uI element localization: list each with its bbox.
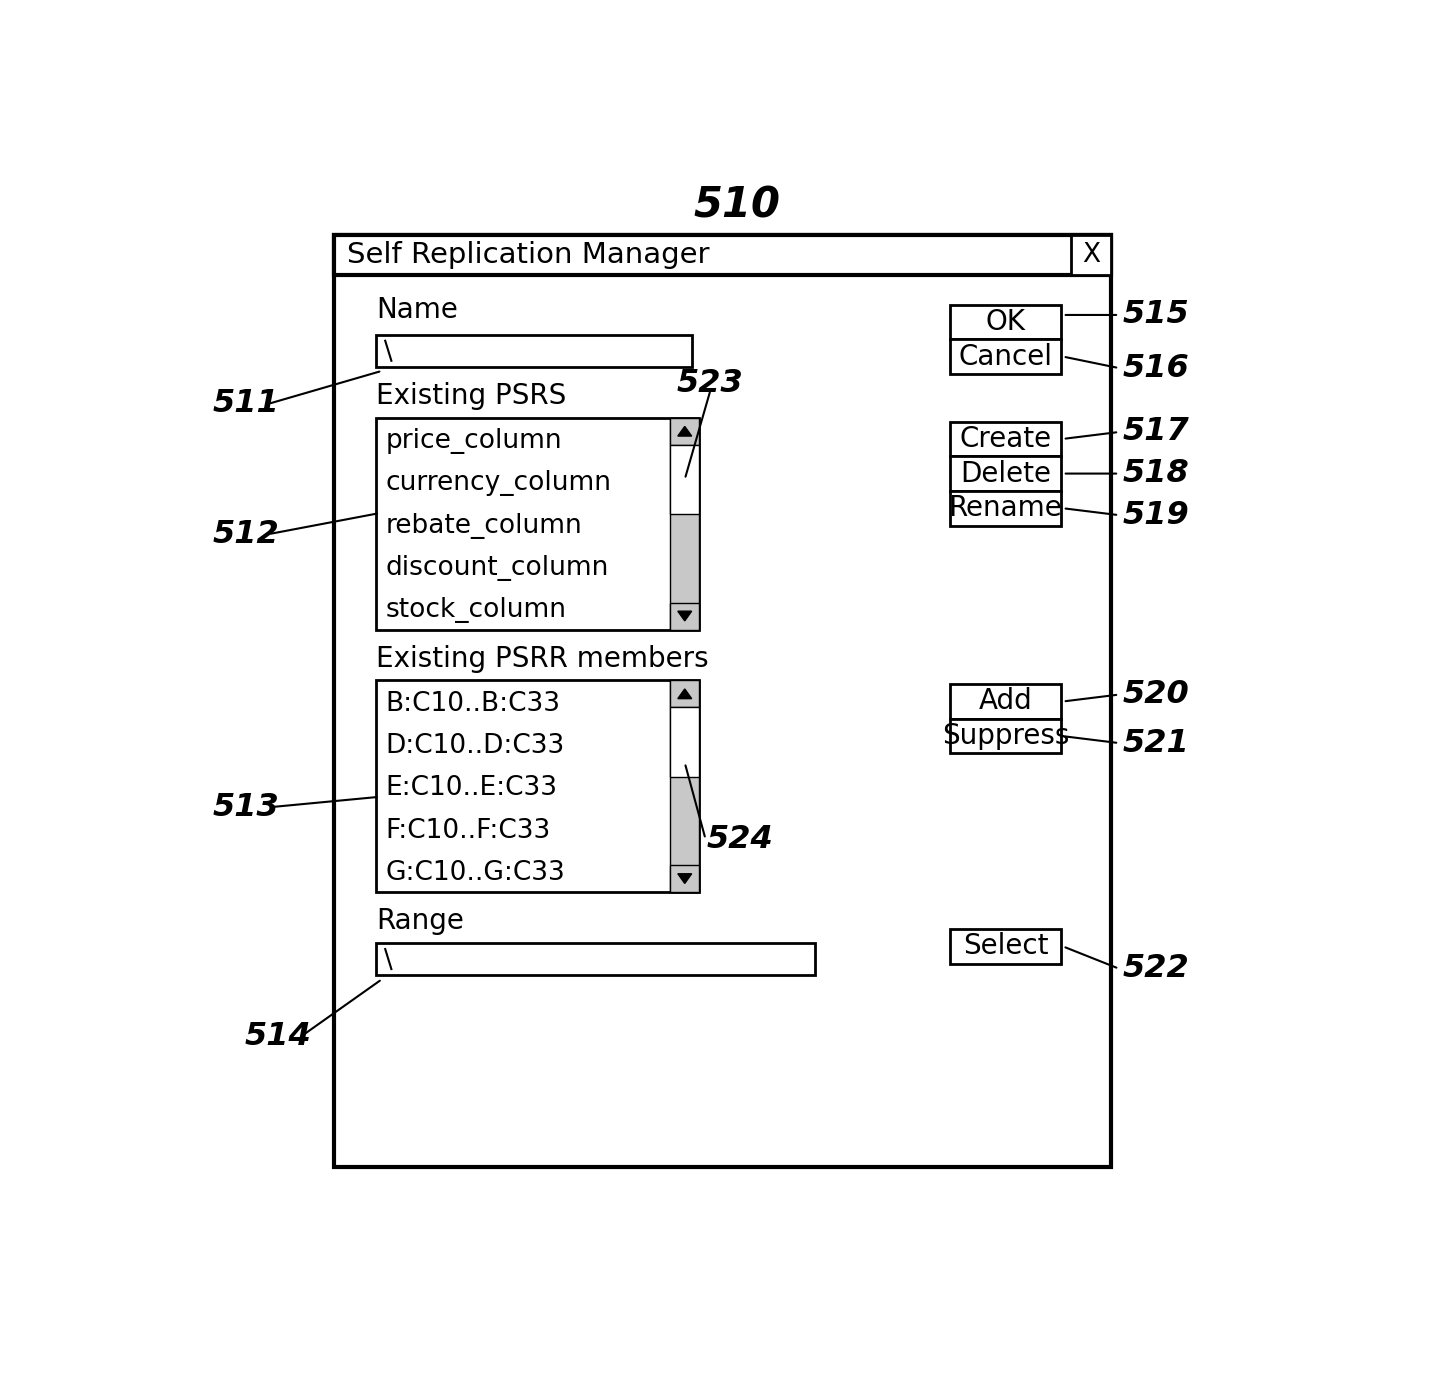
Bar xyxy=(671,418,699,629)
Text: 511: 511 xyxy=(213,389,279,419)
Text: Existing PSRS: Existing PSRS xyxy=(376,382,566,411)
Text: Self Replication Manager: Self Replication Manager xyxy=(347,241,709,270)
Text: Delete: Delete xyxy=(960,459,1050,488)
Text: Rename: Rename xyxy=(948,494,1062,523)
Text: rebate_column: rebate_column xyxy=(386,513,581,539)
Text: OK: OK xyxy=(986,308,1026,336)
Text: 520: 520 xyxy=(1122,679,1190,709)
Text: discount_column: discount_column xyxy=(386,555,609,581)
Text: currency_column: currency_column xyxy=(386,470,612,496)
Text: Cancel: Cancel xyxy=(958,343,1052,371)
Text: Create: Create xyxy=(960,425,1052,452)
Text: Add: Add xyxy=(979,687,1032,715)
Text: 512: 512 xyxy=(213,519,279,549)
Text: 519: 519 xyxy=(1122,499,1190,531)
Bar xyxy=(950,422,1062,456)
Bar xyxy=(376,680,699,892)
Text: price_column: price_column xyxy=(386,429,561,454)
Bar xyxy=(376,943,814,975)
Text: 510: 510 xyxy=(694,185,780,227)
Bar xyxy=(671,680,699,892)
Text: stock_column: stock_column xyxy=(386,597,566,624)
Text: Name: Name xyxy=(376,296,458,324)
Polygon shape xyxy=(678,874,692,884)
Bar xyxy=(376,418,699,629)
Bar xyxy=(950,304,1062,339)
Bar xyxy=(1071,235,1111,275)
Text: 522: 522 xyxy=(1122,953,1190,985)
Text: D:C10..D:C33: D:C10..D:C33 xyxy=(386,733,564,759)
Text: F:C10..F:C33: F:C10..F:C33 xyxy=(386,817,551,844)
Text: 514: 514 xyxy=(245,1021,312,1052)
Bar xyxy=(671,866,699,892)
Bar xyxy=(671,603,699,629)
Text: 513: 513 xyxy=(213,792,279,823)
Bar xyxy=(671,418,699,445)
Bar xyxy=(334,235,1111,1167)
Text: Select: Select xyxy=(963,932,1048,960)
Text: 523: 523 xyxy=(676,368,743,398)
Bar xyxy=(671,707,699,777)
Text: 524: 524 xyxy=(707,824,774,855)
Text: G:C10..G:C33: G:C10..G:C33 xyxy=(386,860,566,887)
Bar xyxy=(376,335,692,366)
Bar xyxy=(334,235,1111,275)
Bar xyxy=(671,680,699,707)
Text: 521: 521 xyxy=(1122,727,1190,758)
Bar xyxy=(950,685,1062,719)
Text: B:C10..B:C33: B:C10..B:C33 xyxy=(386,690,560,716)
Text: 516: 516 xyxy=(1122,353,1190,383)
Bar xyxy=(950,491,1062,526)
Bar xyxy=(671,445,699,514)
Bar xyxy=(950,929,1062,964)
Bar xyxy=(950,339,1062,373)
Polygon shape xyxy=(678,689,692,698)
Text: Existing PSRR members: Existing PSRR members xyxy=(376,644,708,672)
Bar xyxy=(950,719,1062,754)
Text: E:C10..E:C33: E:C10..E:C33 xyxy=(386,776,557,801)
Text: Range: Range xyxy=(376,907,463,935)
Text: 518: 518 xyxy=(1122,458,1190,490)
Bar xyxy=(950,456,1062,491)
Polygon shape xyxy=(678,611,692,621)
Text: X: X xyxy=(1082,242,1101,268)
Text: 517: 517 xyxy=(1122,416,1190,448)
Polygon shape xyxy=(678,426,692,436)
Text: 515: 515 xyxy=(1122,300,1190,331)
Text: Suppress: Suppress xyxy=(941,722,1069,750)
